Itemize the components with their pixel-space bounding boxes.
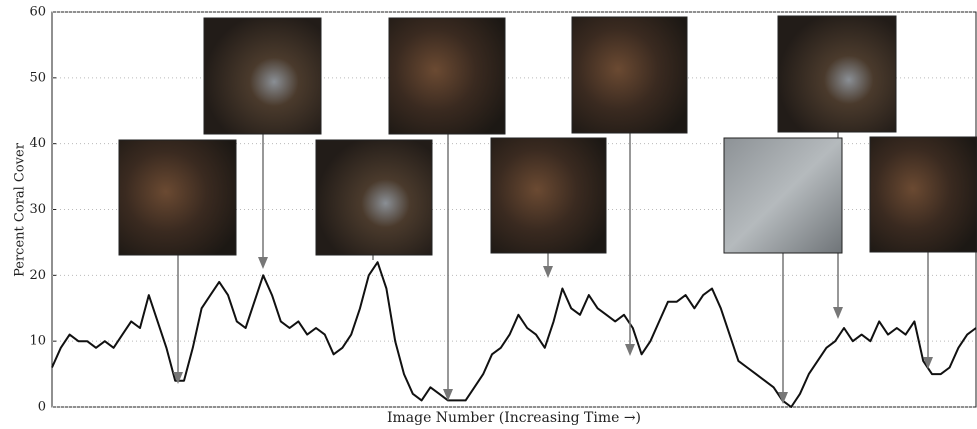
y-axis-label: Percent Coral Cover [13, 142, 28, 277]
reef-photo [203, 17, 322, 135]
reef-photo [490, 137, 607, 254]
y-tick-label: 40 [29, 136, 46, 151]
y-tick-label: 30 [29, 202, 46, 217]
y-tick-label: 60 [29, 5, 46, 20]
y-tick-label: 0 [38, 400, 46, 415]
sand-photo [723, 137, 843, 254]
x-axis-label: Image Number (Increasing Time →) [387, 410, 641, 426]
coral-cover-line [51, 261, 977, 408]
y-tick-label: 20 [29, 268, 46, 283]
y-tick-label: 50 [29, 70, 46, 85]
reef-photo [388, 17, 506, 135]
reef-photo [118, 139, 237, 256]
arrowheads [173, 257, 933, 404]
reef-photo [869, 136, 977, 253]
reef-photo [315, 139, 433, 256]
reef-photo [777, 15, 897, 133]
reef-photo [571, 16, 688, 134]
y-tick-label: 10 [29, 334, 46, 349]
photos [118, 15, 977, 404]
